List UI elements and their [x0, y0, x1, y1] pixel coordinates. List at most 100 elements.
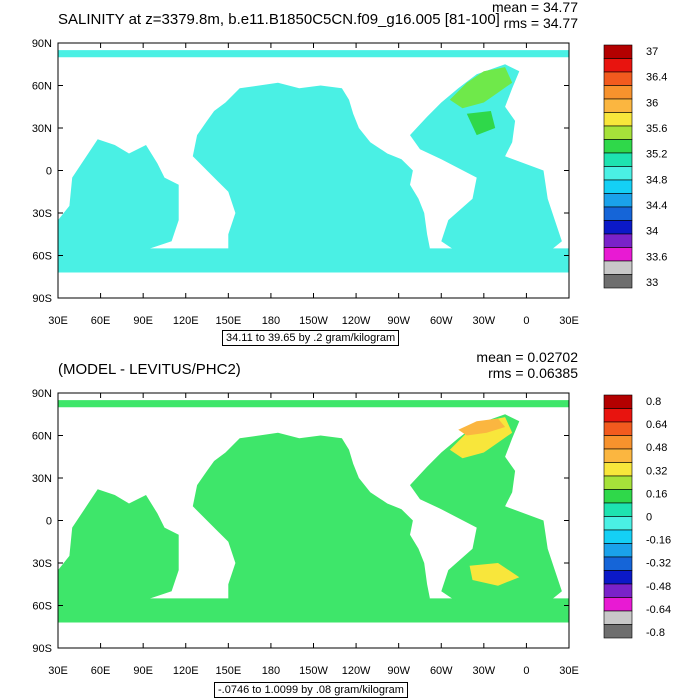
rms-stat: rms = 34.77	[503, 15, 578, 31]
colorbar-label: 0.64	[646, 419, 667, 431]
colorbar-swatch	[603, 98, 633, 113]
pacific-ocean-region	[192, 432, 430, 609]
colorbar-swatch	[603, 502, 633, 517]
colorbar-swatch	[603, 260, 633, 275]
colorbar-label: 0.48	[646, 442, 667, 454]
y-tick-label: 30N	[32, 473, 52, 485]
x-tick-label: 150E	[215, 315, 241, 327]
north-atlantic-anomaly	[458, 418, 506, 436]
salinity-map-chart: 30E 60E 90E 120E 150E 180 150W 120W 90W 60W 30W 0 30…	[32, 38, 668, 327]
colorbar-swatch	[603, 516, 633, 531]
map-plot-area: 30E 60E 90E 120E 150E 180 150W 120W 90W 60W 30W 0 30…	[32, 388, 579, 677]
colorbar-label: 0.8	[646, 396, 661, 408]
colorbar-swatch	[603, 152, 633, 167]
colorbar-swatch	[603, 408, 633, 423]
y-tick-label: 90S	[32, 293, 52, 305]
colorbar-label: -0.16	[646, 535, 671, 547]
colorbar-swatch	[603, 71, 633, 86]
x-tick-label: 120W	[342, 315, 371, 327]
colorbar-label: 36	[646, 97, 658, 109]
colorbar-swatch	[603, 274, 633, 289]
colorbar-swatch	[603, 475, 633, 490]
map-plot-area: 30E 60E 90E 120E 150E 180 150W 120W 90W 60W 30W 0 30…	[32, 38, 579, 327]
colorbar-swatch	[603, 206, 633, 221]
contour-info-box: 34.11 to 39.65 by .2 gram/kilogram	[222, 330, 400, 346]
colorbar: 0.8 0.64 0.48 0.32 0.16 0 -0.16 -0.32 -0.48 -0.64…	[603, 394, 671, 639]
x-tick-label: 30E	[559, 315, 579, 327]
colorbar-swatch	[603, 529, 633, 544]
colorbar-label: -0.8	[646, 627, 665, 639]
x-tick-label: 180	[262, 665, 280, 677]
colorbar-swatch	[603, 570, 633, 585]
colorbar-label: 0.16	[646, 488, 667, 500]
y-tick-label: 60S	[32, 601, 52, 613]
colorbar-swatch	[603, 394, 633, 409]
salinity-panel: SALINITY at z=3379.8m, b.e11.B1850C5CN.f…	[32, 0, 668, 346]
arctic-ocean-region	[58, 50, 569, 58]
y-tick-label: 60S	[32, 251, 52, 263]
y-tick-label: 90S	[32, 643, 52, 655]
contour-info-box: -.0746 to 1.0099 by .08 gram/kilogram	[214, 682, 408, 698]
colorbar-label: 36.4	[646, 72, 667, 84]
gulf-stream-region	[466, 111, 496, 136]
colorbar-label: 33	[646, 277, 658, 289]
panel-title: (MODEL - LEVITUS/PHC2)	[58, 361, 241, 378]
colorbar-label: -0.48	[646, 581, 671, 593]
colorbar: 37 36.4 36 35.6 35.2 34.8 34.4 34 33.6 33	[603, 44, 667, 289]
x-tick-label: 30E	[48, 315, 68, 327]
colorbar-swatch	[603, 233, 633, 248]
x-tick-label: 0	[523, 315, 529, 327]
colorbar-label: 37	[646, 46, 658, 58]
colorbar-label: 34.4	[646, 200, 667, 212]
colorbar-swatch	[603, 220, 633, 235]
rms-stat: rms = 0.06385	[488, 365, 578, 381]
arctic-ocean-region	[58, 400, 569, 408]
x-tick-label: 60W	[430, 665, 453, 677]
colorbar-swatch	[603, 421, 633, 436]
colorbar-swatch	[603, 610, 633, 625]
colorbar-swatch	[603, 166, 633, 181]
colorbar-swatch	[603, 543, 633, 558]
colorbar-label: 34.8	[646, 174, 667, 186]
x-tick-label: 150E	[215, 665, 241, 677]
y-tick-label: 30S	[32, 208, 52, 220]
south-atlantic-anomaly	[469, 563, 520, 586]
x-tick-label: 60E	[91, 315, 111, 327]
x-tick-label: 180	[262, 315, 280, 327]
colorbar-swatch	[603, 112, 633, 127]
colorbar-swatch	[603, 58, 633, 73]
y-tick-label: 90N	[32, 38, 52, 50]
mean-stat: mean = 34.77	[491, 0, 578, 15]
atlantic-ocean-region	[410, 414, 562, 606]
y-tick-label: 0	[46, 166, 52, 178]
x-tick-label: 120E	[173, 665, 199, 677]
colorbar-label: 34	[646, 226, 658, 238]
colorbar-swatch	[603, 247, 633, 262]
colorbar-swatch	[603, 556, 633, 571]
colorbar-swatch	[603, 125, 633, 140]
difference-panel: (MODEL - LEVITUS/PHC2) mean = 0.02702 rm…	[0, 349, 700, 700]
colorbar-swatch	[603, 597, 633, 612]
colorbar-swatch	[603, 193, 633, 208]
x-tick-label: 150W	[299, 665, 328, 677]
difference-map-chart: 30E 60E 90E 120E 150E 180 150W 120W 90W 60W 30W 0 30…	[32, 388, 671, 677]
indian-ocean-region	[58, 489, 179, 606]
colorbar-swatch	[603, 489, 633, 504]
southern-ocean-region	[58, 598, 569, 623]
colorbar-label: 35.6	[646, 123, 667, 135]
atlantic-ocean-region	[410, 64, 562, 256]
north-atlantic-region	[449, 67, 513, 109]
colorbar-swatch	[603, 435, 633, 450]
colorbar-swatch	[603, 85, 633, 100]
x-tick-label: 120W	[342, 665, 371, 677]
y-tick-label: 90N	[32, 388, 52, 400]
colorbar-swatch	[603, 448, 633, 463]
x-tick-label: 0	[523, 665, 529, 677]
colorbar-label: -0.32	[646, 558, 671, 570]
x-tick-label: 120E	[173, 315, 199, 327]
colorbar-swatch	[603, 624, 633, 639]
x-tick-label: 30W	[473, 665, 496, 677]
colorbar-swatch	[603, 462, 633, 477]
y-tick-label: 60N	[32, 431, 52, 443]
x-tick-label: 60W	[430, 315, 453, 327]
